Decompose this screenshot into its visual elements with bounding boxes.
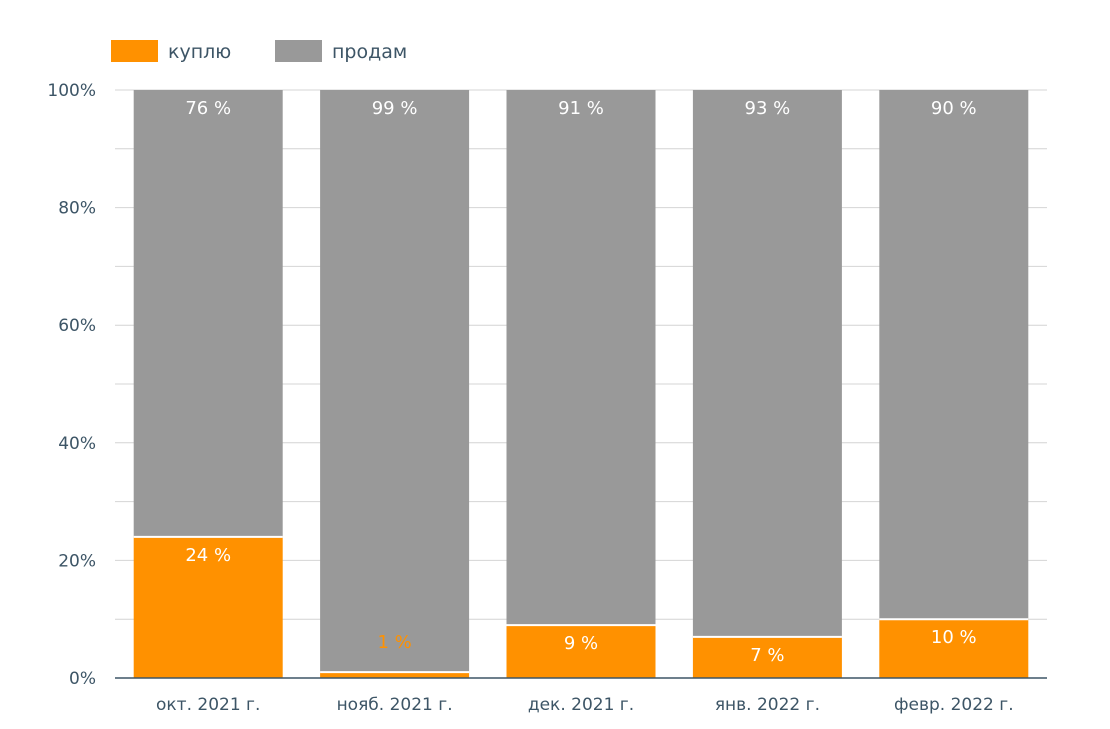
bar-segment-buy (320, 672, 470, 678)
bars (133, 90, 1029, 678)
x-category-label: янв. 2022 г. (715, 695, 820, 715)
data-label-buy: 10 % (931, 627, 977, 648)
data-label-buy: 9 % (564, 633, 598, 654)
data-labels: 76 % 24 % 99 % 1 % 91 % 9 % 93 % 7 % 90 % 10 % (185, 98, 976, 666)
legend-label: продам (332, 41, 407, 63)
data-label-sell: 90 % (931, 98, 977, 119)
bar-segment-buy (506, 625, 656, 678)
data-label-sell: 93 % (745, 98, 791, 119)
data-label-sell: 76 % (185, 98, 231, 119)
legend-swatch (275, 40, 322, 62)
y-tick-label: 80% (58, 199, 96, 219)
x-category-label: окт. 2021 г. (156, 695, 260, 715)
y-tick-label: 0% (69, 669, 96, 689)
legend-label: куплю (168, 41, 231, 63)
bar-segment-buy (879, 619, 1029, 678)
data-label-buy: 7 % (750, 645, 784, 666)
bar-segment-sell (506, 90, 656, 626)
axes: 0% 20% 40% 60% 80% 100% окт. 2021 г. нояб. 2021… (47, 81, 1047, 715)
data-label-sell: 99 % (372, 98, 418, 119)
bar-segment-sell (320, 90, 470, 673)
data-label-buy: 1 % (377, 632, 411, 653)
bar-segment-buy (692, 636, 842, 678)
x-category-label: дек. 2021 г. (528, 695, 634, 715)
bar-segment-sell (692, 90, 842, 637)
y-tick-label: 20% (58, 551, 96, 571)
bar-segment-buy (133, 536, 283, 678)
bar-segment-sell (133, 90, 283, 537)
data-label-sell: 91 % (558, 98, 604, 119)
y-tick-label: 100% (47, 81, 96, 101)
y-tick-label: 40% (58, 434, 96, 454)
legend-swatch (111, 40, 158, 62)
legend: куплю продам (111, 40, 407, 63)
y-tick-label: 60% (58, 316, 96, 336)
bar-segment-sell (879, 90, 1029, 620)
x-category-label: февр. 2022 г. (894, 695, 1014, 715)
x-category-label: нояб. 2021 г. (337, 695, 453, 715)
data-label-buy: 24 % (185, 545, 231, 566)
